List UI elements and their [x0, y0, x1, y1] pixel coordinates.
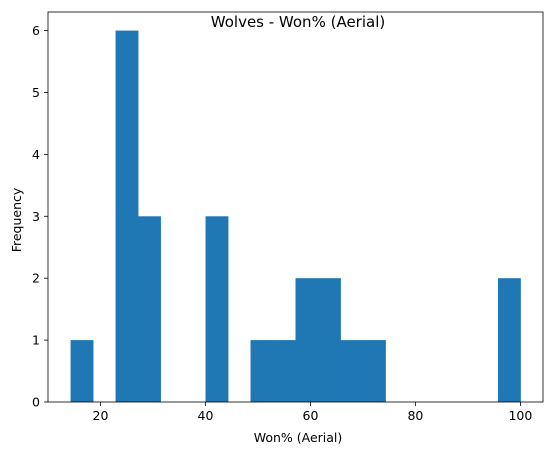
chart-title: Wolves - Won% (Aerial) — [211, 13, 385, 31]
plot-frame — [47, 11, 544, 403]
histogram-bar — [497, 278, 521, 402]
histogram-bar — [250, 340, 274, 402]
y-axis-label: Frequency — [9, 187, 24, 252]
y-axis-ticks: 0 1 2 3 4 5 6 — [32, 23, 48, 410]
y-tick-label: 2 — [32, 271, 40, 286]
histogram-bar — [205, 216, 229, 402]
x-tick-label: 100 — [508, 408, 532, 423]
y-tick-label: 0 — [32, 395, 40, 410]
histogram-bar — [273, 340, 296, 402]
histogram-bar — [115, 30, 139, 402]
histogram-bar — [317, 278, 341, 402]
y-tick-label: 4 — [32, 147, 40, 162]
y-tick-label: 1 — [32, 333, 40, 348]
x-tick-label: 80 — [407, 408, 423, 423]
histogram-bar — [295, 278, 319, 402]
histogram-bar — [340, 340, 364, 402]
x-axis-ticks: 20 40 60 80 100 — [93, 402, 532, 423]
bars-group — [70, 30, 521, 402]
histogram-bar — [70, 340, 94, 402]
histogram-bar — [138, 216, 161, 402]
y-tick-label: 5 — [32, 85, 40, 100]
y-tick-label: 6 — [32, 23, 40, 38]
x-tick-label: 20 — [93, 408, 109, 423]
histogram-bar — [362, 340, 386, 402]
y-tick-label: 3 — [32, 209, 40, 224]
x-axis-label: Won% (Aerial) — [254, 430, 343, 445]
x-tick-label: 40 — [198, 408, 214, 423]
x-tick-label: 60 — [303, 408, 319, 423]
